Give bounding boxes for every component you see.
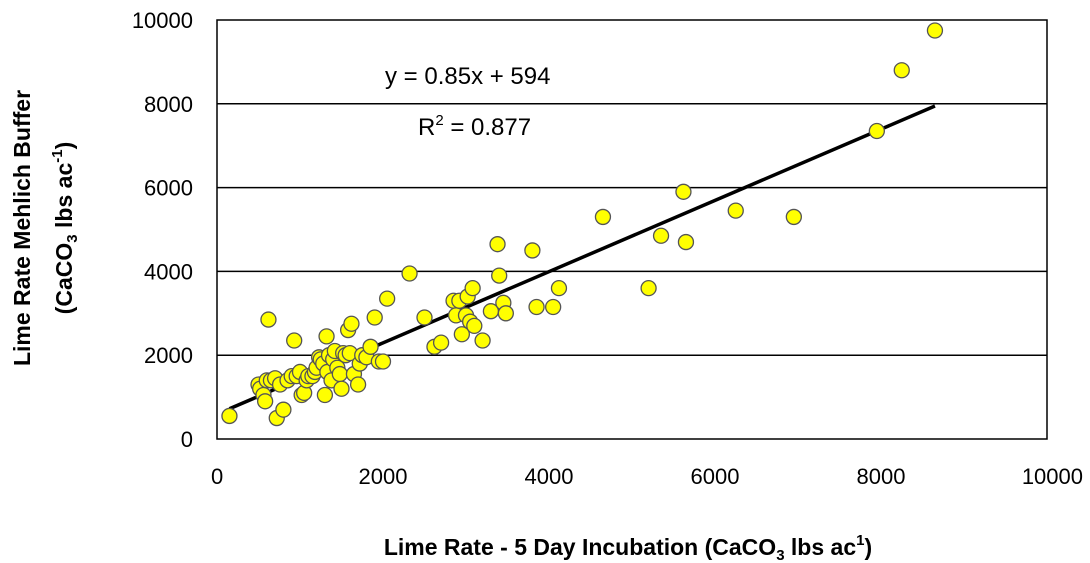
data-point (497, 305, 514, 322)
plot-frame (216, 19, 1048, 440)
data-point (416, 309, 433, 326)
r-squared-label: R2 = 0.877 (418, 112, 531, 141)
x-tick-label: 0 (211, 464, 223, 489)
y-axis-title: Lime Rate Mehlich Buffer (CaCO3 lbs ac-1… (9, 90, 81, 366)
data-point (474, 332, 491, 349)
data-point (464, 280, 481, 297)
data-point (893, 62, 910, 79)
x-tick-label: 8000 (857, 464, 906, 489)
data-point (640, 280, 657, 297)
y-tick-label: 6000 (144, 176, 193, 201)
data-point (401, 265, 418, 282)
tick-labels: 0 2000 4000 6000 8000 10000 0 2000 4000 6000 8000 1… (132, 8, 1083, 489)
data-point (785, 208, 802, 226)
data-point (727, 202, 744, 219)
data-point (545, 298, 562, 316)
data-point (926, 22, 944, 39)
y-tick-label: 10000 (132, 8, 193, 33)
data-point (550, 280, 568, 297)
y-tick-label: 8000 (144, 92, 193, 117)
data-point (316, 386, 334, 404)
data-point (491, 267, 508, 284)
data-point (318, 328, 335, 345)
data-point (466, 317, 483, 335)
data-point (453, 326, 471, 343)
y-axis-title-line1: Lime Rate Mehlich Buffer (9, 90, 35, 366)
data-point (594, 208, 612, 226)
gridlines (216, 19, 1048, 440)
y-tick-label: 4000 (144, 259, 193, 284)
x-tick-label: 4000 (525, 464, 574, 489)
y-tick-label: 2000 (144, 343, 193, 368)
data-point (374, 353, 392, 370)
data-point (286, 332, 303, 349)
trendline-equation: y = 0.85x + 594 (385, 63, 550, 90)
data-point (675, 183, 692, 200)
data-points (221, 22, 944, 427)
data-point (528, 298, 545, 316)
data-point (331, 365, 348, 383)
data-point (362, 338, 379, 355)
data-point (275, 401, 292, 418)
data-point (677, 233, 695, 251)
data-point (432, 334, 450, 351)
data-point (652, 227, 670, 244)
x-axis-title: Lime Rate - 5 Day Incubation (CaCO3 lbs … (384, 532, 872, 563)
data-point (333, 380, 350, 397)
data-point (489, 236, 506, 253)
data-point (366, 309, 383, 326)
data-point (343, 315, 360, 332)
x-tick-label: 2000 (359, 464, 408, 489)
data-point (868, 122, 885, 140)
x-tick-label: 10000 (1022, 464, 1083, 489)
y-tick-label: 0 (181, 427, 193, 452)
y-axis-title-line2: (CaCO3 lbs ac-1) (49, 142, 81, 315)
data-point (260, 311, 277, 328)
x-tick-label: 6000 (691, 464, 740, 489)
data-point (349, 376, 367, 393)
data-point (378, 290, 396, 307)
data-point (256, 393, 274, 410)
data-point (524, 242, 541, 259)
data-point (221, 407, 238, 425)
